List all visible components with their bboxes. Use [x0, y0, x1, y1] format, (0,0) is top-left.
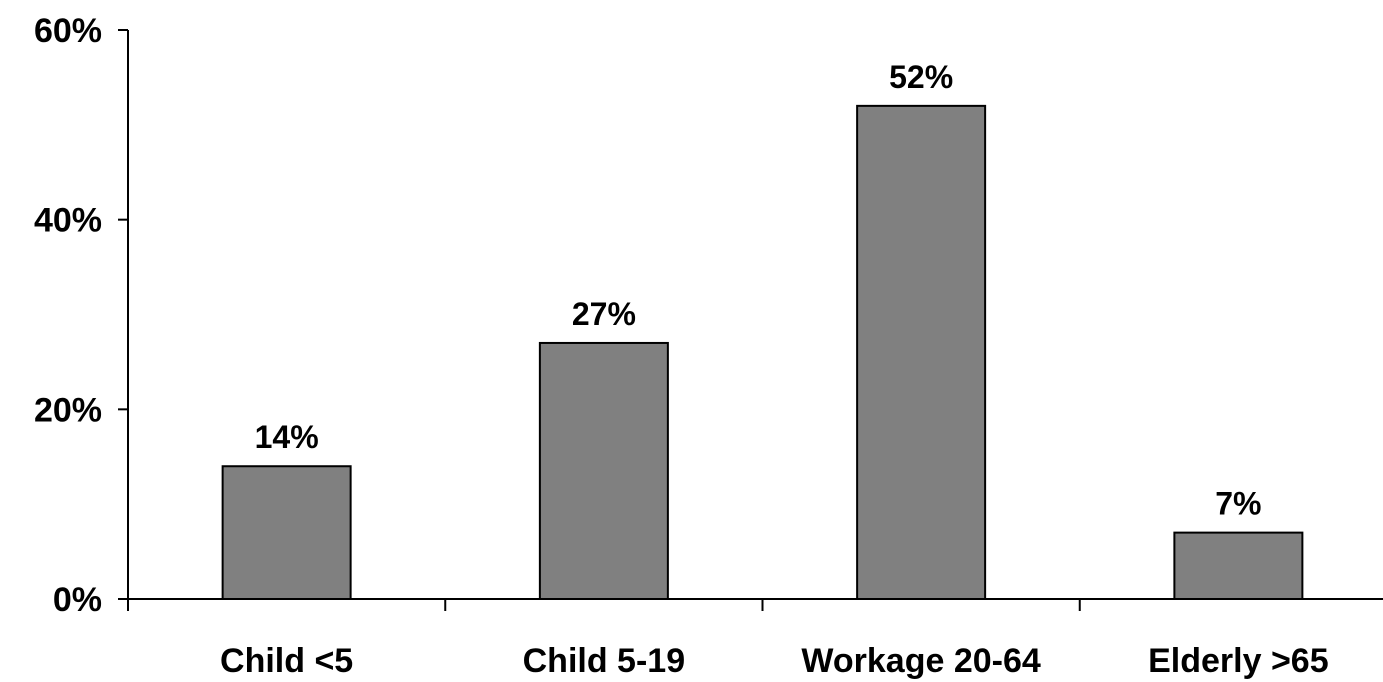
- bars-layer: [221, 104, 1304, 600]
- y-tick-label: 20%: [34, 391, 102, 429]
- y-tick-label: 0%: [53, 581, 102, 619]
- labels-layer: 0% 20% 40% 60% 14% Child <5 27% Child 5-19 52% Wo…: [34, 12, 1329, 680]
- bar-value-label: 7%: [1215, 486, 1261, 522]
- bar: [856, 104, 987, 600]
- bar: [538, 341, 669, 600]
- bar-value-label: 27%: [572, 296, 636, 332]
- bar: [1173, 531, 1304, 600]
- bar: [221, 465, 352, 600]
- x-category-label: Workage 20-64: [801, 642, 1040, 680]
- x-category-label: Elderly >65: [1148, 642, 1329, 680]
- y-tick-label: 60%: [34, 12, 102, 50]
- axes-layer: [127, 30, 1383, 600]
- ticks-layer: [118, 29, 1081, 611]
- y-tick-label: 40%: [34, 202, 102, 240]
- x-category-label: Child 5-19: [523, 642, 685, 680]
- bar-value-label: 52%: [889, 59, 953, 95]
- bar-value-label: 14%: [255, 419, 319, 455]
- x-category-label: Child <5: [220, 642, 353, 680]
